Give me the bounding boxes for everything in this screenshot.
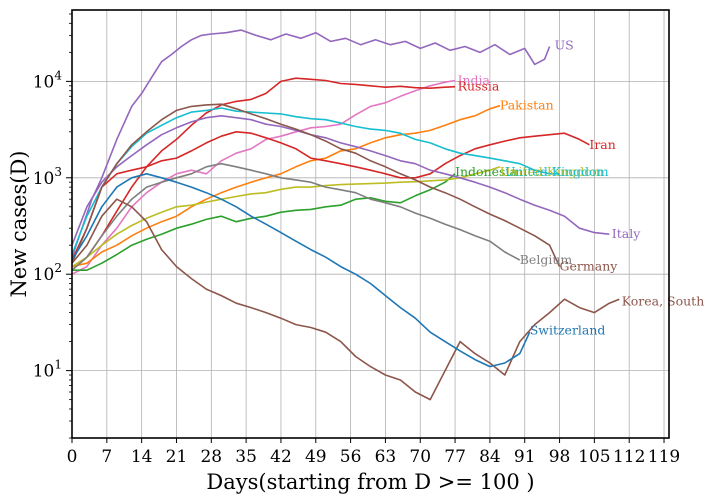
y-tick-label: 101 [33, 358, 62, 382]
series-line-iran [71, 131, 590, 261]
x-tick-label: 14 [131, 447, 153, 467]
x-tick-label: 49 [305, 447, 327, 467]
x-tick-label: 119 [648, 447, 680, 467]
x-tick-label: 112 [613, 447, 645, 467]
plot-frame [71, 9, 670, 439]
series-end-label: United Kingdom [500, 164, 604, 179]
x-tick-label: 7 [101, 447, 112, 467]
series-end-label: Switzerland [530, 323, 606, 338]
series-end-label: Belgium [520, 252, 573, 267]
y-axis-ticks: 101 102 103 104 [33, 13, 72, 439]
x-tick-label: 70 [409, 447, 431, 467]
y-axis-title: New cases(D) [7, 151, 31, 298]
series-end-label: Germany [560, 259, 619, 274]
series-end-label: Russia [458, 79, 500, 94]
x-tick-label: 56 [340, 447, 362, 467]
x-axis-ticks: 0 7 14 21 28 35 42 49 56 63 70 77 84 91 98 105 112 119 [67, 438, 680, 467]
x-axis-title: Days(starting from D >= 100 ) [206, 470, 534, 494]
x-tick-label: 21 [166, 447, 188, 467]
series-end-label: Pakistan [500, 98, 554, 113]
x-tick-label: 91 [514, 447, 536, 467]
series-end-label: Italy [612, 226, 641, 241]
series-line-indonesia [72, 173, 456, 271]
x-tick-label: 0 [67, 447, 78, 467]
x-tick-label: 84 [479, 447, 501, 467]
x-tick-label: 63 [375, 447, 397, 467]
series-end-label: United Kingdom [505, 164, 609, 179]
series-line-italy [71, 115, 610, 246]
x-tick-label: 35 [235, 447, 257, 467]
y-tick-label: 102 [33, 261, 62, 285]
y-tick-label: 103 [33, 165, 62, 189]
series-line-us [71, 29, 551, 258]
series-line-germany [71, 103, 561, 267]
x-tick-label: 77 [444, 447, 466, 467]
grid-lines [71, 10, 669, 438]
series-lines [71, 29, 620, 401]
x-tick-label: 105 [578, 447, 610, 467]
series-line-switzerland [71, 173, 531, 368]
series-line-india [71, 79, 456, 275]
series-line-pakistan [71, 104, 501, 268]
x-tick-label: 28 [200, 447, 222, 467]
series-end-label: Iran [589, 137, 615, 152]
y-tick-label: 104 [33, 68, 63, 92]
x-tick-label: 42 [270, 447, 292, 467]
series-end-label: Indonesia [455, 164, 517, 179]
series-end-label: India [458, 73, 491, 88]
series-end-label: Korea, South [622, 294, 705, 309]
series-line-united-kingdom [71, 107, 560, 255]
x-tick-label: 98 [549, 447, 571, 467]
series-line-russia [71, 77, 456, 271]
series-end-label: US [555, 38, 574, 53]
series-line-belgium [71, 162, 521, 271]
series-line-korea-south [71, 198, 620, 401]
